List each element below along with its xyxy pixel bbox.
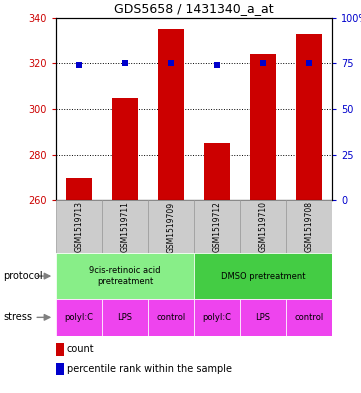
Text: GSM1519710: GSM1519710 (258, 202, 268, 252)
Bar (194, 253, 332, 299)
Bar (296, 34, 322, 200)
Text: LPS: LPS (117, 313, 132, 322)
Text: count: count (67, 344, 95, 354)
Point (76, 62, 82, 68)
Bar (102, 299, 148, 336)
Text: 9cis-retinoic acid
pretreatment: 9cis-retinoic acid pretreatment (89, 266, 161, 286)
Text: DMSO pretreatment: DMSO pretreatment (221, 272, 305, 281)
Text: GSM1519713: GSM1519713 (74, 202, 83, 252)
Bar (194, 200, 240, 253)
Bar (102, 200, 148, 253)
Bar (148, 200, 194, 253)
Text: GSM1519711: GSM1519711 (121, 202, 130, 252)
Bar (286, 299, 332, 336)
Bar (158, 29, 184, 200)
Text: LPS: LPS (256, 313, 271, 322)
Bar (194, 299, 240, 336)
Text: polyI:C: polyI:C (65, 313, 93, 322)
Text: GSM1519709: GSM1519709 (166, 201, 175, 253)
Bar (204, 143, 230, 200)
Bar (56, 200, 102, 253)
Point (306, 60, 312, 66)
Point (122, 60, 128, 66)
Bar (66, 178, 92, 200)
Text: protocol: protocol (4, 271, 43, 281)
Bar (251, 54, 276, 200)
Bar (240, 200, 286, 253)
Bar (112, 97, 138, 200)
Text: polyI:C: polyI:C (203, 313, 231, 322)
Bar (240, 299, 286, 336)
Point (168, 60, 174, 66)
Text: GSM1519712: GSM1519712 (213, 202, 222, 252)
Bar (148, 299, 194, 336)
Text: percentile rank within the sample: percentile rank within the sample (67, 364, 232, 374)
Text: control: control (295, 313, 324, 322)
Bar (286, 200, 332, 253)
Bar (56, 253, 194, 299)
Bar (56, 299, 102, 336)
Point (214, 62, 220, 68)
Text: GSM1519708: GSM1519708 (305, 202, 314, 252)
Point (260, 60, 266, 66)
Title: GDS5658 / 1431340_a_at: GDS5658 / 1431340_a_at (114, 2, 274, 15)
Text: stress: stress (4, 312, 32, 322)
Text: control: control (156, 313, 186, 322)
